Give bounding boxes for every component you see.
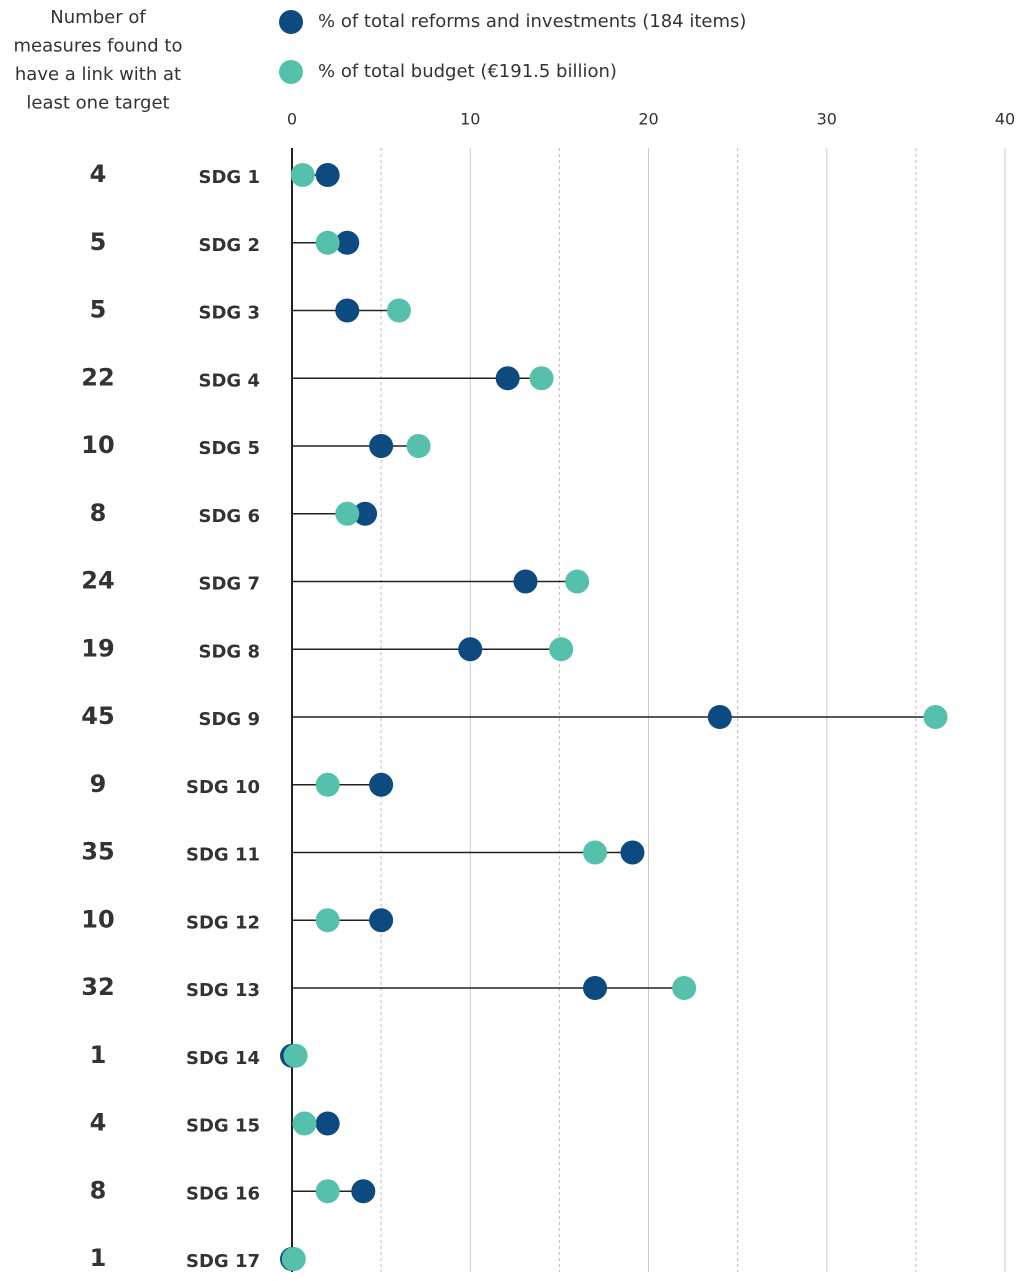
legend-swatch	[279, 10, 303, 34]
category-label: SDG 6	[199, 506, 260, 527]
category-label: SDG 8	[199, 641, 260, 662]
category-label: SDG 16	[186, 1183, 260, 1204]
legend-swatch	[279, 60, 303, 84]
count-label: 9	[90, 770, 107, 798]
legend-label: % of total budget (€191.5 billion)	[318, 61, 617, 82]
dot	[549, 637, 574, 662]
dot	[406, 434, 431, 458]
dot	[369, 772, 394, 797]
dot	[281, 1247, 306, 1271]
count-label: 19	[81, 634, 114, 662]
dot	[353, 501, 378, 526]
category-label: SDG 3	[199, 303, 260, 324]
category-label: SDG 5	[199, 438, 260, 459]
x-tick-label: 10	[460, 110, 480, 129]
dot	[583, 976, 608, 1000]
count-label: 1	[90, 1041, 107, 1069]
category-label: SDG 2	[199, 235, 260, 256]
category-label: SDG 9	[199, 709, 260, 730]
dot	[315, 1111, 340, 1136]
dot	[315, 908, 340, 933]
dot	[529, 366, 554, 391]
category-label: SDG 1	[199, 167, 260, 188]
dot	[923, 705, 948, 729]
dot	[565, 569, 590, 594]
count-label: 4	[90, 1109, 107, 1137]
count-label: 8	[90, 1176, 107, 1204]
dot	[495, 366, 520, 391]
dot	[335, 298, 360, 323]
x-tick-label: 30	[817, 110, 837, 129]
counts-header: least one target	[26, 93, 169, 114]
dot	[513, 569, 538, 594]
dot	[386, 298, 411, 323]
dot	[707, 705, 732, 729]
category-label: SDG 13	[186, 980, 260, 1001]
x-tick-label: 20	[638, 110, 658, 129]
category-label: SDG 4	[199, 370, 260, 391]
dot	[620, 840, 645, 865]
dot	[583, 840, 608, 865]
dot	[335, 230, 360, 255]
count-label: 4	[90, 160, 107, 188]
count-label: 8	[90, 499, 107, 527]
counts-header: have a link with at	[15, 64, 181, 85]
category-label: SDG 17	[186, 1251, 260, 1272]
dot	[458, 637, 483, 662]
count-label: 5	[90, 296, 107, 324]
category-label: SDG 15	[186, 1116, 260, 1137]
count-label: 10	[81, 431, 114, 459]
x-tick-label: 0	[287, 110, 297, 129]
count-label: 5	[90, 228, 107, 256]
category-label: SDG 10	[186, 777, 260, 798]
dot	[315, 163, 340, 187]
dot	[292, 1111, 317, 1136]
count-label: 35	[81, 838, 114, 866]
dot	[290, 163, 315, 187]
dot	[351, 1179, 376, 1204]
category-label: SDG 12	[186, 912, 260, 933]
dot	[315, 1179, 340, 1204]
counts-header: measures found to	[14, 36, 183, 57]
x-tick-label: 40	[995, 110, 1015, 129]
legend-label: % of total reforms and investments (184 …	[318, 11, 746, 32]
count-label: 32	[81, 973, 114, 1001]
count-label: 22	[81, 363, 114, 391]
dot	[283, 1043, 308, 1068]
dot	[672, 976, 697, 1000]
category-label: SDG 11	[186, 845, 260, 866]
dot	[369, 908, 394, 933]
counts-header: Number of	[50, 7, 146, 28]
dot	[315, 772, 340, 797]
dot	[369, 434, 394, 458]
category-label: SDG 7	[199, 574, 260, 595]
dot	[315, 230, 340, 255]
count-label: 24	[81, 567, 114, 595]
count-label: 45	[81, 702, 114, 730]
count-label: 1	[90, 1244, 107, 1272]
count-label: 10	[81, 905, 114, 933]
category-label: SDG 14	[186, 1048, 260, 1069]
dot	[335, 501, 360, 526]
